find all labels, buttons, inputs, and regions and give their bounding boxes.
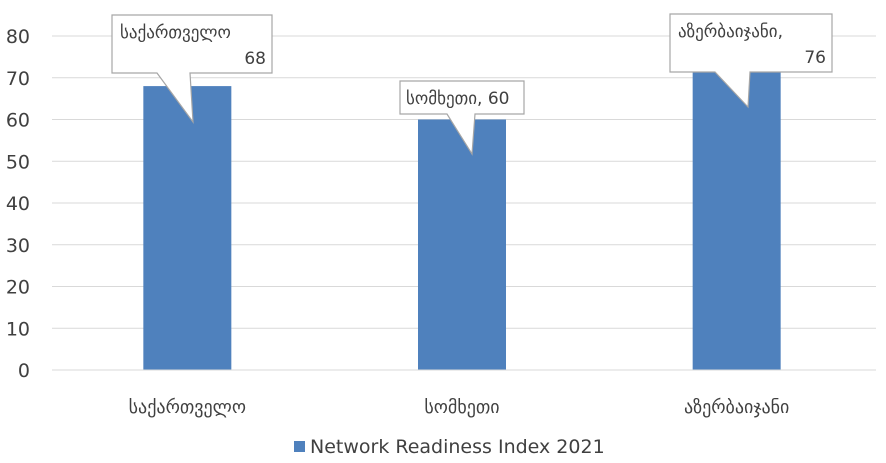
callout-value: 68 — [244, 49, 266, 69]
bar — [143, 86, 232, 370]
legend-swatch — [294, 441, 305, 452]
callout-value: 76 — [804, 48, 826, 68]
data-callout: საქართველო 68 — [111, 14, 273, 124]
bars — [143, 52, 781, 370]
x-axis: საქართველო სომხეთი აზერბაიჯანი — [52, 369, 876, 418]
callout-label: საქართველო — [120, 23, 231, 43]
callout-bubble — [399, 80, 525, 156]
x-tick-label: აზერბაიჯანი — [684, 397, 789, 418]
callout-label: აზერბაიჯანი, — [678, 22, 783, 42]
y-tick-label: 30 — [6, 235, 30, 257]
data-callouts: საქართველო 68 სომხეთი, 60 აზერბაიჯანი, 76 — [111, 13, 833, 156]
x-tick-label: სომხეთი — [424, 397, 499, 418]
legend-label: Network Readiness Index 2021 — [310, 436, 605, 458]
data-callout: სომხეთი, 60 — [399, 80, 525, 156]
y-tick-label: 80 — [6, 26, 30, 48]
y-tick-label: 10 — [6, 318, 30, 340]
y-tick-label: 70 — [6, 68, 30, 90]
x-tick-label: საქართველო — [129, 397, 246, 418]
y-tick-label: 40 — [6, 193, 30, 215]
y-tick-label: 20 — [6, 277, 30, 299]
y-tick-label: 0 — [18, 360, 30, 382]
bar — [692, 52, 781, 370]
callout-label: სომხეთი, 60 — [406, 89, 510, 109]
data-callout: აზერბაიჯანი, 76 — [669, 13, 833, 109]
y-axis: 0 10 20 30 40 50 60 70 80 — [6, 26, 30, 382]
y-tick-label: 50 — [6, 151, 30, 173]
callout-bubble — [669, 13, 833, 109]
y-tick-label: 60 — [6, 110, 30, 132]
callout-bubble — [111, 14, 273, 124]
bar — [418, 119, 506, 370]
legend: Network Readiness Index 2021 — [294, 436, 605, 458]
